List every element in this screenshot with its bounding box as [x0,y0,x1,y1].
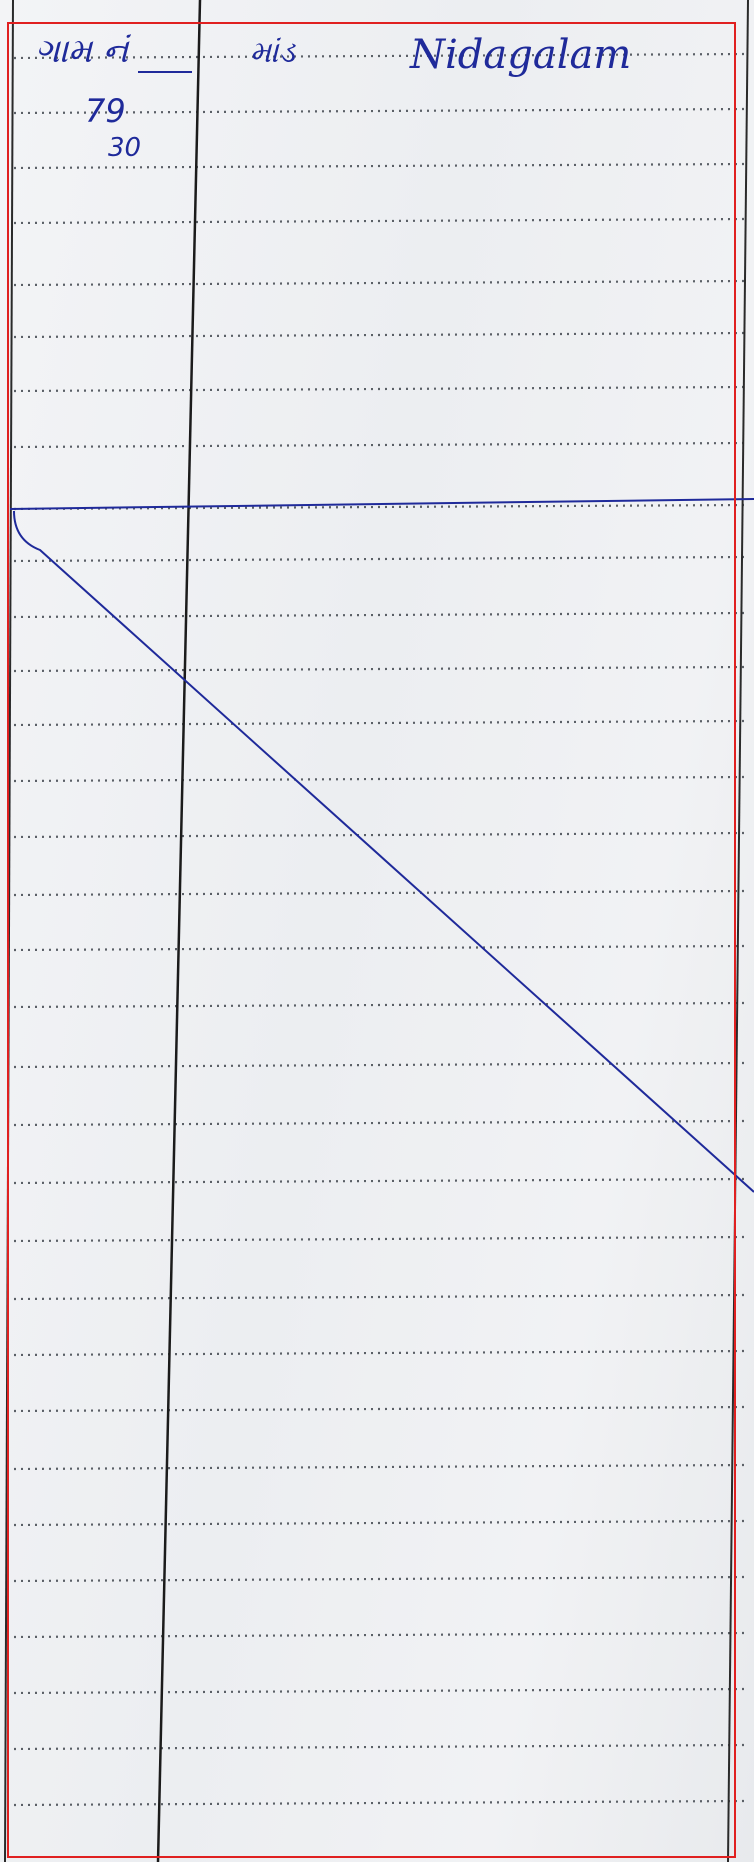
dotted-rule [13,831,747,839]
dotted-rule [13,331,747,339]
dotted-rule [13,52,747,60]
left-edge-line [4,0,14,1862]
dotted-rule [13,889,747,897]
dotted-rule [13,503,747,511]
dotted-rule [13,611,747,619]
dotted-rule [13,719,747,727]
dotted-rule [13,162,747,170]
page-frame [7,22,736,1858]
dotted-rule [13,1405,747,1413]
dotted-rule [13,1575,747,1583]
ink-horizontal-line [9,498,754,510]
handwritten-number-lower: 30 [108,133,141,163]
column-divider-line [156,0,202,1862]
dotted-rule [13,555,747,563]
handwritten-name: Nidagalam [409,32,631,78]
dotted-rule [13,1349,747,1357]
dotted-rule [13,775,747,783]
dotted-rule [13,1799,747,1807]
right-edge-line [727,0,749,1862]
dotted-rule [13,217,747,225]
handwritten-heading-col2: માંડ [250,35,297,70]
dotted-rule [13,1001,747,1009]
dotted-rule [13,1631,747,1639]
dotted-rule [13,1519,747,1527]
dotted-rule [13,107,747,115]
handwritten-number-upper: 79 [85,92,126,130]
dotted-rule [13,1687,747,1695]
dotted-rule [13,944,747,952]
dotted-rule [13,1743,747,1751]
dotted-rule [13,1061,747,1069]
dotted-rule [13,441,747,449]
dotted-rule [13,665,747,673]
dotted-rule [13,1119,747,1127]
ink-diagonal-line [13,510,754,1193]
dotted-rule [13,1463,747,1471]
dotted-rule [13,1293,747,1301]
dotted-rule [13,1235,747,1243]
dotted-rule [13,1177,747,1185]
dotted-rule [13,385,747,393]
dotted-rule [13,279,747,287]
handwritten-heading-col1: ગામ નં [35,31,131,71]
dotted-rules [13,52,747,1807]
